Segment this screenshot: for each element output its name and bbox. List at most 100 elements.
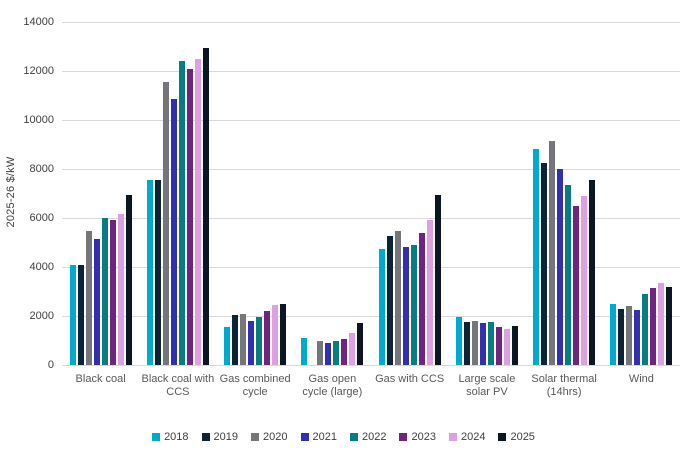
bar-group-2 — [217, 22, 294, 365]
legend: 2018 2019 2020 2021 2022 2023 2024 2025 — [0, 431, 687, 443]
legend-item-2023: 2023 — [399, 431, 436, 443]
bar-group-0 — [62, 22, 139, 365]
bar-group-7 — [603, 22, 680, 365]
legend-item-2020: 2020 — [251, 431, 288, 443]
bar-2021-3 — [325, 342, 332, 365]
x-axis-label-2: Gas combined cycle — [219, 373, 291, 398]
legend-item-2022: 2022 — [350, 431, 386, 443]
bar-2018-7 — [610, 303, 617, 365]
y-tick-label-10000: 10000 — [23, 114, 54, 126]
legend-label-2022: 2022 — [362, 431, 387, 443]
bar-2020-1 — [162, 82, 169, 365]
legend-swatch-2023 — [399, 433, 408, 441]
bar-group-3 — [294, 22, 371, 365]
bar-2020-5 — [471, 320, 478, 365]
x-axis-label-4: Gas with CCS — [375, 373, 445, 385]
y-tick-label-4000: 4000 — [29, 261, 54, 273]
y-axis-title: 2025-26 $/kW — [5, 156, 17, 228]
y-tick-label-8000: 8000 — [29, 163, 54, 175]
bar-2019-2 — [232, 314, 239, 365]
bar-2025-4 — [434, 194, 441, 365]
bar-2025-2 — [280, 303, 287, 365]
legend-item-2019: 2019 — [201, 431, 239, 443]
bar-2023-1 — [186, 68, 193, 365]
bar-2018-0 — [69, 264, 76, 365]
bar-2024-0 — [117, 214, 124, 365]
bar-2019-1 — [154, 180, 161, 365]
legend-swatch-2020 — [251, 433, 260, 441]
bar-2020-6 — [549, 140, 556, 365]
bar-2023-0 — [109, 220, 116, 365]
x-axis-label-3: Gas open cycle (large) — [302, 373, 363, 398]
y-tick-label-12000: 12000 — [23, 65, 54, 77]
legend-item-2018: 2018 — [152, 431, 189, 443]
legend-label-2021: 2021 — [312, 431, 337, 443]
bar-2022-7 — [642, 293, 649, 365]
bar-2022-6 — [565, 184, 572, 365]
bar-2022-3 — [333, 340, 340, 365]
gridline-6000 — [62, 218, 680, 219]
y-tick-label-2000: 2000 — [29, 310, 54, 322]
bar-2019-0 — [77, 264, 84, 365]
gridline-12000 — [62, 71, 680, 72]
bar-2023-3 — [341, 339, 348, 365]
gridline-10000 — [62, 120, 680, 121]
bar-2024-5 — [503, 329, 510, 365]
bar-2019-5 — [463, 322, 470, 365]
x-axis-label-0: Black coal — [75, 373, 126, 385]
gridline-2000 — [62, 316, 680, 317]
bar-2022-0 — [101, 218, 108, 365]
bar-2023-4 — [418, 232, 425, 365]
legend-item-2021: 2021 — [300, 431, 337, 443]
bar-2024-1 — [194, 58, 201, 365]
bar-group-1 — [139, 22, 216, 365]
bar-2018-4 — [378, 248, 385, 365]
bar-2020-7 — [626, 306, 633, 365]
bar-group-6 — [526, 22, 603, 365]
bar-2023-5 — [495, 327, 502, 365]
bar-2018-1 — [146, 180, 153, 365]
bar-group-4 — [371, 22, 448, 365]
bar-2020-0 — [85, 231, 92, 365]
bar-2019-4 — [386, 236, 393, 365]
bar-2020-2 — [240, 313, 247, 365]
legend-swatch-2019 — [201, 433, 210, 441]
legend-swatch-2021 — [300, 433, 309, 441]
gridline-4000 — [62, 267, 680, 268]
bar-2023-2 — [264, 311, 271, 365]
bar-2021-5 — [479, 323, 486, 365]
bar-2025-3 — [357, 323, 364, 365]
bar-2020-4 — [394, 231, 401, 365]
bar-2024-4 — [426, 220, 433, 365]
bar-2021-2 — [248, 320, 255, 365]
bar-2022-2 — [256, 317, 263, 365]
legend-label-2024: 2024 — [460, 431, 486, 443]
bar-2021-6 — [557, 169, 564, 365]
x-axis-label-6: Solar thermal (14hrs) — [531, 373, 597, 398]
legend-label-2020: 2020 — [263, 431, 288, 443]
legend-label-2025: 2025 — [510, 431, 535, 443]
bar-2024-3 — [349, 333, 356, 365]
y-tick-label-0: 0 — [47, 359, 54, 371]
bar-2020-3 — [317, 340, 324, 365]
x-axis-label-5: Large scale solar PV — [458, 373, 516, 398]
legend-item-2024: 2024 — [448, 431, 486, 443]
gridline-0 — [62, 365, 680, 366]
bar-2019-7 — [618, 308, 625, 365]
gridline-8000 — [62, 169, 680, 170]
x-axis-label-7: Wind — [628, 373, 654, 385]
legend-swatch-2018 — [152, 433, 161, 441]
gridline-14000 — [62, 22, 680, 23]
bar-2023-6 — [573, 205, 580, 365]
bar-2025-5 — [511, 325, 518, 365]
bar-2022-5 — [487, 322, 494, 365]
bar-2024-6 — [581, 195, 588, 365]
legend-label-2019: 2019 — [213, 431, 239, 443]
bar-2018-3 — [301, 338, 308, 365]
bar-2025-6 — [589, 180, 596, 365]
bar-2021-4 — [402, 247, 409, 365]
bar-2022-4 — [410, 244, 417, 365]
y-tick-label-6000: 6000 — [29, 212, 54, 224]
bar-2018-5 — [455, 317, 462, 365]
bar-2019-6 — [541, 162, 548, 365]
